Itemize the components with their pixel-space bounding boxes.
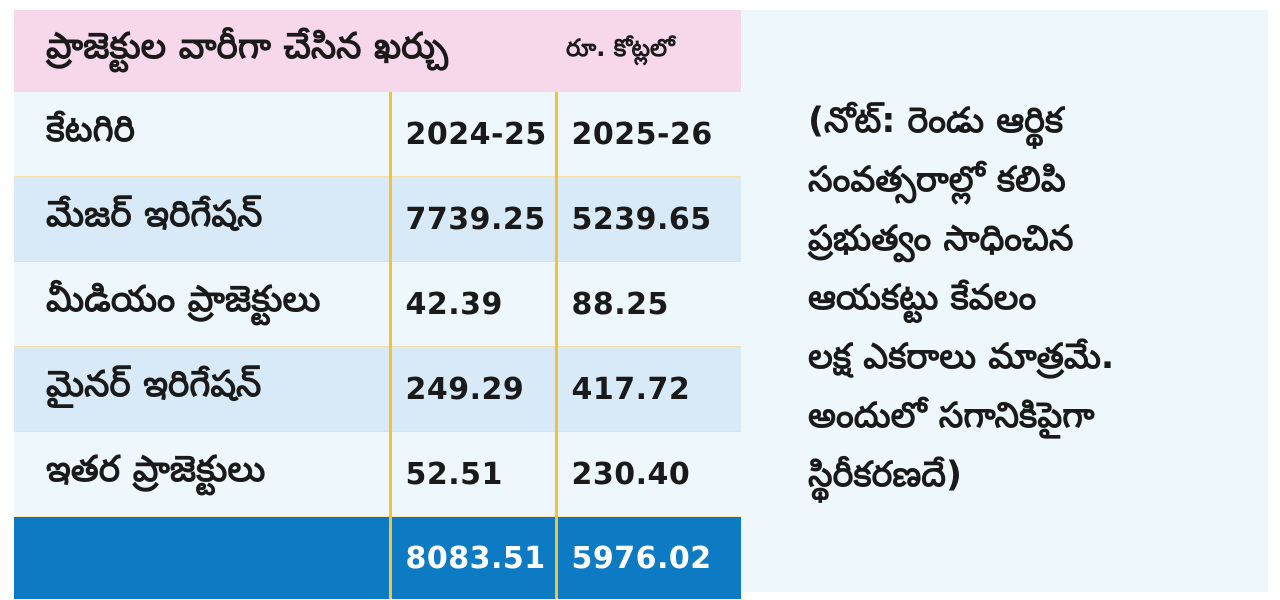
- row-year-1: 52.51: [390, 431, 558, 517]
- row-year-1: 42.39: [390, 261, 558, 347]
- table-title-row: ప్రాజెక్టుల వారీగా చేసిన ఖర్చు రూ. కోట్ల…: [14, 10, 741, 92]
- row-year-2: 88.25: [556, 261, 741, 347]
- row-category: ఇతర ప్రాజెక్టులు: [14, 431, 392, 517]
- note-line: సంవత్సరాల్లో కలిపి: [808, 160, 1066, 200]
- row-year-2: 417.72: [556, 346, 741, 432]
- header-category: కేటగిరి: [14, 92, 392, 177]
- note-line: ఆయకట్టు కేవలం: [808, 278, 1037, 318]
- expense-table: ప్రాజెక్టుల వారీగా చేసిన ఖర్చు రూ. కోట్ల…: [14, 10, 741, 599]
- total-year-1: 8083.51: [390, 516, 558, 599]
- table-title: ప్రాజెక్టుల వారీగా చేసిన ఖర్చు: [14, 10, 556, 92]
- header-year-2: 2025-26: [556, 92, 741, 177]
- table-row: మీడియం ప్రాజెక్టులు 42.39 88.25: [14, 261, 741, 347]
- row-category: మీడియం ప్రాజెక్టులు: [14, 261, 392, 347]
- note-line: అందులో సగానికిపైగా: [808, 396, 1095, 436]
- note-text: (నోట్: రెండు ఆర్థిక సంవత్సరాల్లో కలిపి ప…: [808, 92, 1248, 505]
- row-year-1: 7739.25: [390, 176, 558, 262]
- row-year-2: 5239.65: [556, 176, 741, 262]
- note-line: (నోట్: రెండు ఆర్థిక: [808, 101, 1064, 141]
- row-category: మేజర్ ఇరిగేషన్: [14, 176, 392, 262]
- note-line: లక్ష ఎకరాలు మాత్రమే.: [808, 337, 1115, 377]
- table-total-row: 8083.51 5976.02: [14, 516, 741, 599]
- table-row: ఇతర ప్రాజెక్టులు 52.51 230.40: [14, 431, 741, 517]
- table-header-row: కేటగిరి 2024-25 2025-26: [14, 92, 741, 177]
- total-year-2: 5976.02: [556, 516, 741, 599]
- row-year-2: 230.40: [556, 431, 741, 517]
- note-line: స్థిరీకరణదే): [808, 455, 962, 495]
- table-row: మేజర్ ఇరిగేషన్ 7739.25 5239.65: [14, 176, 741, 262]
- note-line: ప్రభుత్వం సాధించిన: [808, 219, 1074, 259]
- table-unit: రూ. కోట్లలో: [556, 10, 741, 92]
- header-year-1: 2024-25: [390, 92, 558, 177]
- row-category: మైనర్ ఇరిగేషన్: [14, 346, 392, 432]
- total-label-cell: [14, 516, 392, 599]
- row-year-1: 249.29: [390, 346, 558, 432]
- table-row: మైనర్ ఇరిగేషన్ 249.29 417.72: [14, 346, 741, 432]
